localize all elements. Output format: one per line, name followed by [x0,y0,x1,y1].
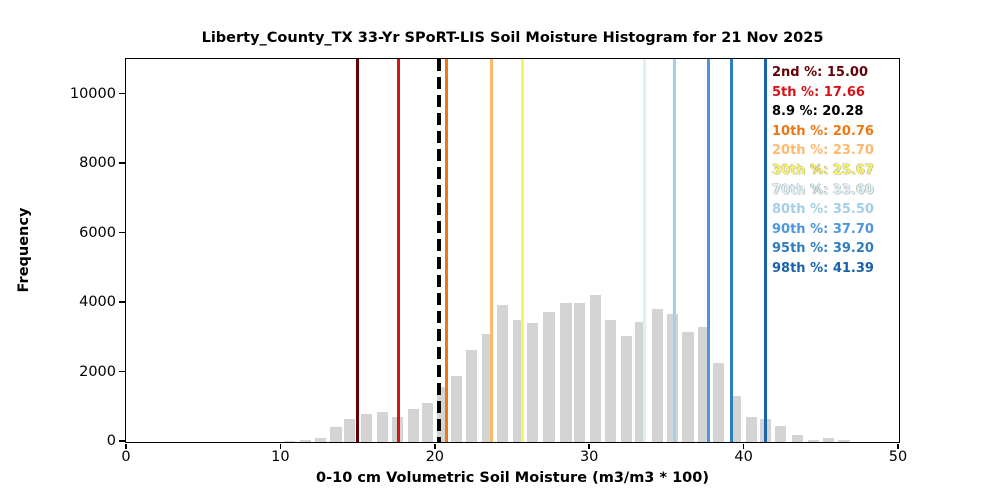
x-tick-mark [742,443,745,449]
y-tick-label: 10000 [69,85,116,102]
histogram-bar [838,439,850,442]
legend-entry: 30th %: 25.67 [772,162,874,178]
y-tick-mark [119,440,125,442]
histogram-bar [376,411,388,442]
x-tick-mark [125,443,127,449]
histogram-bar [284,441,296,442]
legend-entry: 80th %: 35.50 [772,202,874,218]
y-tick-label: 6000 [79,224,116,241]
x-tick-label: 40 [734,449,753,465]
histogram-bar [512,320,524,442]
histogram-bar [344,419,356,442]
histogram-bar [330,426,342,442]
legend-entry: 10th %: 20.76 [772,123,874,139]
histogram-bar [497,305,509,442]
histogram-bar [730,396,742,442]
histogram-bar [543,311,555,442]
histogram-bar [407,408,419,442]
percentile-legend: 2nd %: 15.00 5th %: 17.66 8.9 %: 20.28 10th… [772,63,874,279]
percentile-line-2 [356,59,360,442]
x-tick-label: 50 [888,449,908,465]
histogram-bar [481,334,493,442]
histogram-bar [745,417,757,442]
percentile-line-95 [729,59,733,442]
legend-entry: 90th %: 37.70 [772,221,874,237]
histogram-bar [450,375,462,442]
x-tick-label: 30 [579,449,599,465]
histogram-bar [775,425,787,442]
histogram-bar [713,362,725,442]
x-tick-label: 0 [121,449,131,465]
x-tick-label: 20 [425,449,445,465]
histogram-bar [299,440,311,442]
y-tick-label: 2000 [79,363,116,380]
histogram-bar [697,326,709,442]
histogram-bar [667,313,679,442]
legend-entry: 8.9 %: 20.28 [772,104,864,120]
histogram-bar [807,439,819,442]
chart-title: Liberty_County_TX 33-Yr SPoRT-LIS Soil M… [201,30,824,46]
histogram-bar [314,438,327,442]
percentile-line-8.9 [437,59,441,442]
y-tick-mark [119,231,125,234]
percentile-line-30 [520,59,524,442]
histogram-bar [620,335,632,442]
y-tick-mark [119,92,125,95]
histogram-bar [605,320,617,442]
x-tick-mark [434,443,436,449]
histogram-bar [466,349,478,442]
y-tick-mark [119,162,125,164]
plot-area: 2nd %: 15.00 5th %: 17.66 8.9 %: 20.28 10th… [70,58,907,465]
histogram-bar [682,332,694,442]
histogram-bar [634,321,646,442]
y-axis-label: Frequency [16,207,32,293]
legend-entry: 2nd %: 15.00 [772,65,869,80]
y-tick-label: 8000 [79,155,116,172]
y-tick-mark [119,301,125,303]
legend-entry: 95th %: 39.20 [772,241,874,257]
percentile-line-98 [763,59,767,442]
y-tick-label: 4000 [79,294,116,311]
histogram-bar [792,434,804,442]
histogram-bar [651,309,663,442]
x-tick-mark [279,443,282,449]
histogram-bar [436,387,449,442]
legend-entry: 20th %: 23.70 [772,143,874,159]
legend-entry: 5th %: 17.66 [772,84,865,100]
legend-entry: 98th %: 41.39 [772,260,874,276]
x-axis-label: 0-10 cm Volumetric Soil Moisture (m3/m3 … [316,470,709,486]
histogram-bar [361,413,373,442]
x-tick-mark [588,443,590,449]
percentile-line-20 [490,59,494,442]
x-tick-mark [897,443,899,449]
legend-entry: 70th %: 33.60 [772,182,874,198]
x-tick-label: 10 [271,449,290,465]
histogram-bar [822,437,835,442]
percentile-line-90 [706,59,710,442]
histogram-bar [526,323,538,442]
percentile-line-80 [672,59,676,442]
percentile-line-10 [445,59,449,442]
y-tick-label: 0 [106,433,116,449]
histogram-bar [560,302,572,442]
y-tick-mark [119,370,125,373]
histogram-bar [574,303,586,442]
histogram-bar [589,295,601,442]
histogram-bar [421,403,433,442]
percentile-line-5 [397,59,401,442]
percentile-line-70 [643,59,647,442]
